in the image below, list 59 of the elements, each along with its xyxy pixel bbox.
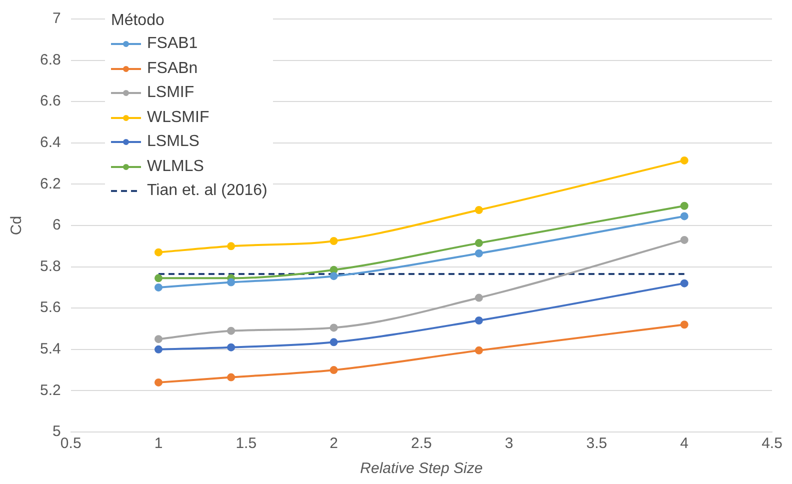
x-tick-label: 2	[330, 435, 338, 452]
legend-label: WLSMIF	[147, 108, 210, 127]
x-tick-label: 4	[680, 435, 689, 452]
point	[330, 236, 338, 245]
point	[680, 279, 688, 288]
point	[330, 338, 338, 346]
point	[227, 242, 236, 250]
y-tick-label: 6.6	[40, 92, 61, 110]
point	[474, 239, 483, 248]
y-axis-title: Cd	[8, 216, 26, 236]
point	[680, 212, 688, 220]
point	[154, 283, 162, 292]
legend-label: LSMIF	[147, 84, 194, 102]
point	[154, 274, 162, 282]
point	[680, 156, 688, 164]
point	[227, 326, 236, 335]
x-tick-label: 3.5	[586, 435, 608, 452]
point	[680, 202, 688, 210]
point	[474, 206, 483, 214]
point	[330, 366, 338, 374]
point	[154, 248, 162, 256]
y-tick-label: 5.8	[40, 258, 61, 275]
point	[227, 343, 236, 352]
x-tick-label: 0.5	[60, 435, 82, 452]
point	[474, 316, 483, 324]
point	[154, 335, 162, 344]
point	[154, 345, 162, 354]
y-tick-label: 6	[52, 216, 61, 234]
point	[227, 373, 236, 382]
legend-label: WLMLS	[147, 158, 204, 176]
x-tick-label: 4.5	[762, 435, 782, 452]
x-tick-label: 3	[504, 435, 514, 452]
y-tick-label: 6.8	[40, 51, 61, 68]
point	[154, 378, 162, 386]
x-tick-label: 2.5	[410, 435, 432, 452]
legend-label: Tian et. al (2016)	[147, 182, 268, 200]
point	[680, 320, 688, 329]
point	[474, 294, 483, 302]
x-tick-label: 1	[154, 435, 163, 452]
x-tick-label: 1.5	[236, 435, 257, 452]
y-tick-label: 7	[52, 10, 61, 28]
point	[330, 324, 338, 332]
y-tick-label: 5.4	[40, 340, 61, 358]
point	[330, 266, 338, 274]
legend-title: Método	[111, 12, 166, 30]
y-tick-label: 6.2	[40, 175, 61, 192]
legend-label: LSMLS	[147, 133, 200, 152]
legend-label: FSABn	[147, 60, 198, 78]
point	[474, 249, 483, 258]
y-tick-label: 5.2	[40, 382, 61, 399]
y-tick-label: 5	[52, 423, 61, 440]
point	[330, 272, 338, 280]
legend-label: FSAB1	[147, 35, 198, 54]
y-tick-label: 5.6	[40, 299, 61, 316]
point	[474, 346, 483, 354]
point	[680, 236, 688, 244]
point	[227, 278, 236, 286]
y-tick-label: 6.4	[40, 134, 61, 152]
x-axis-title: Relative Step Size	[360, 460, 483, 478]
